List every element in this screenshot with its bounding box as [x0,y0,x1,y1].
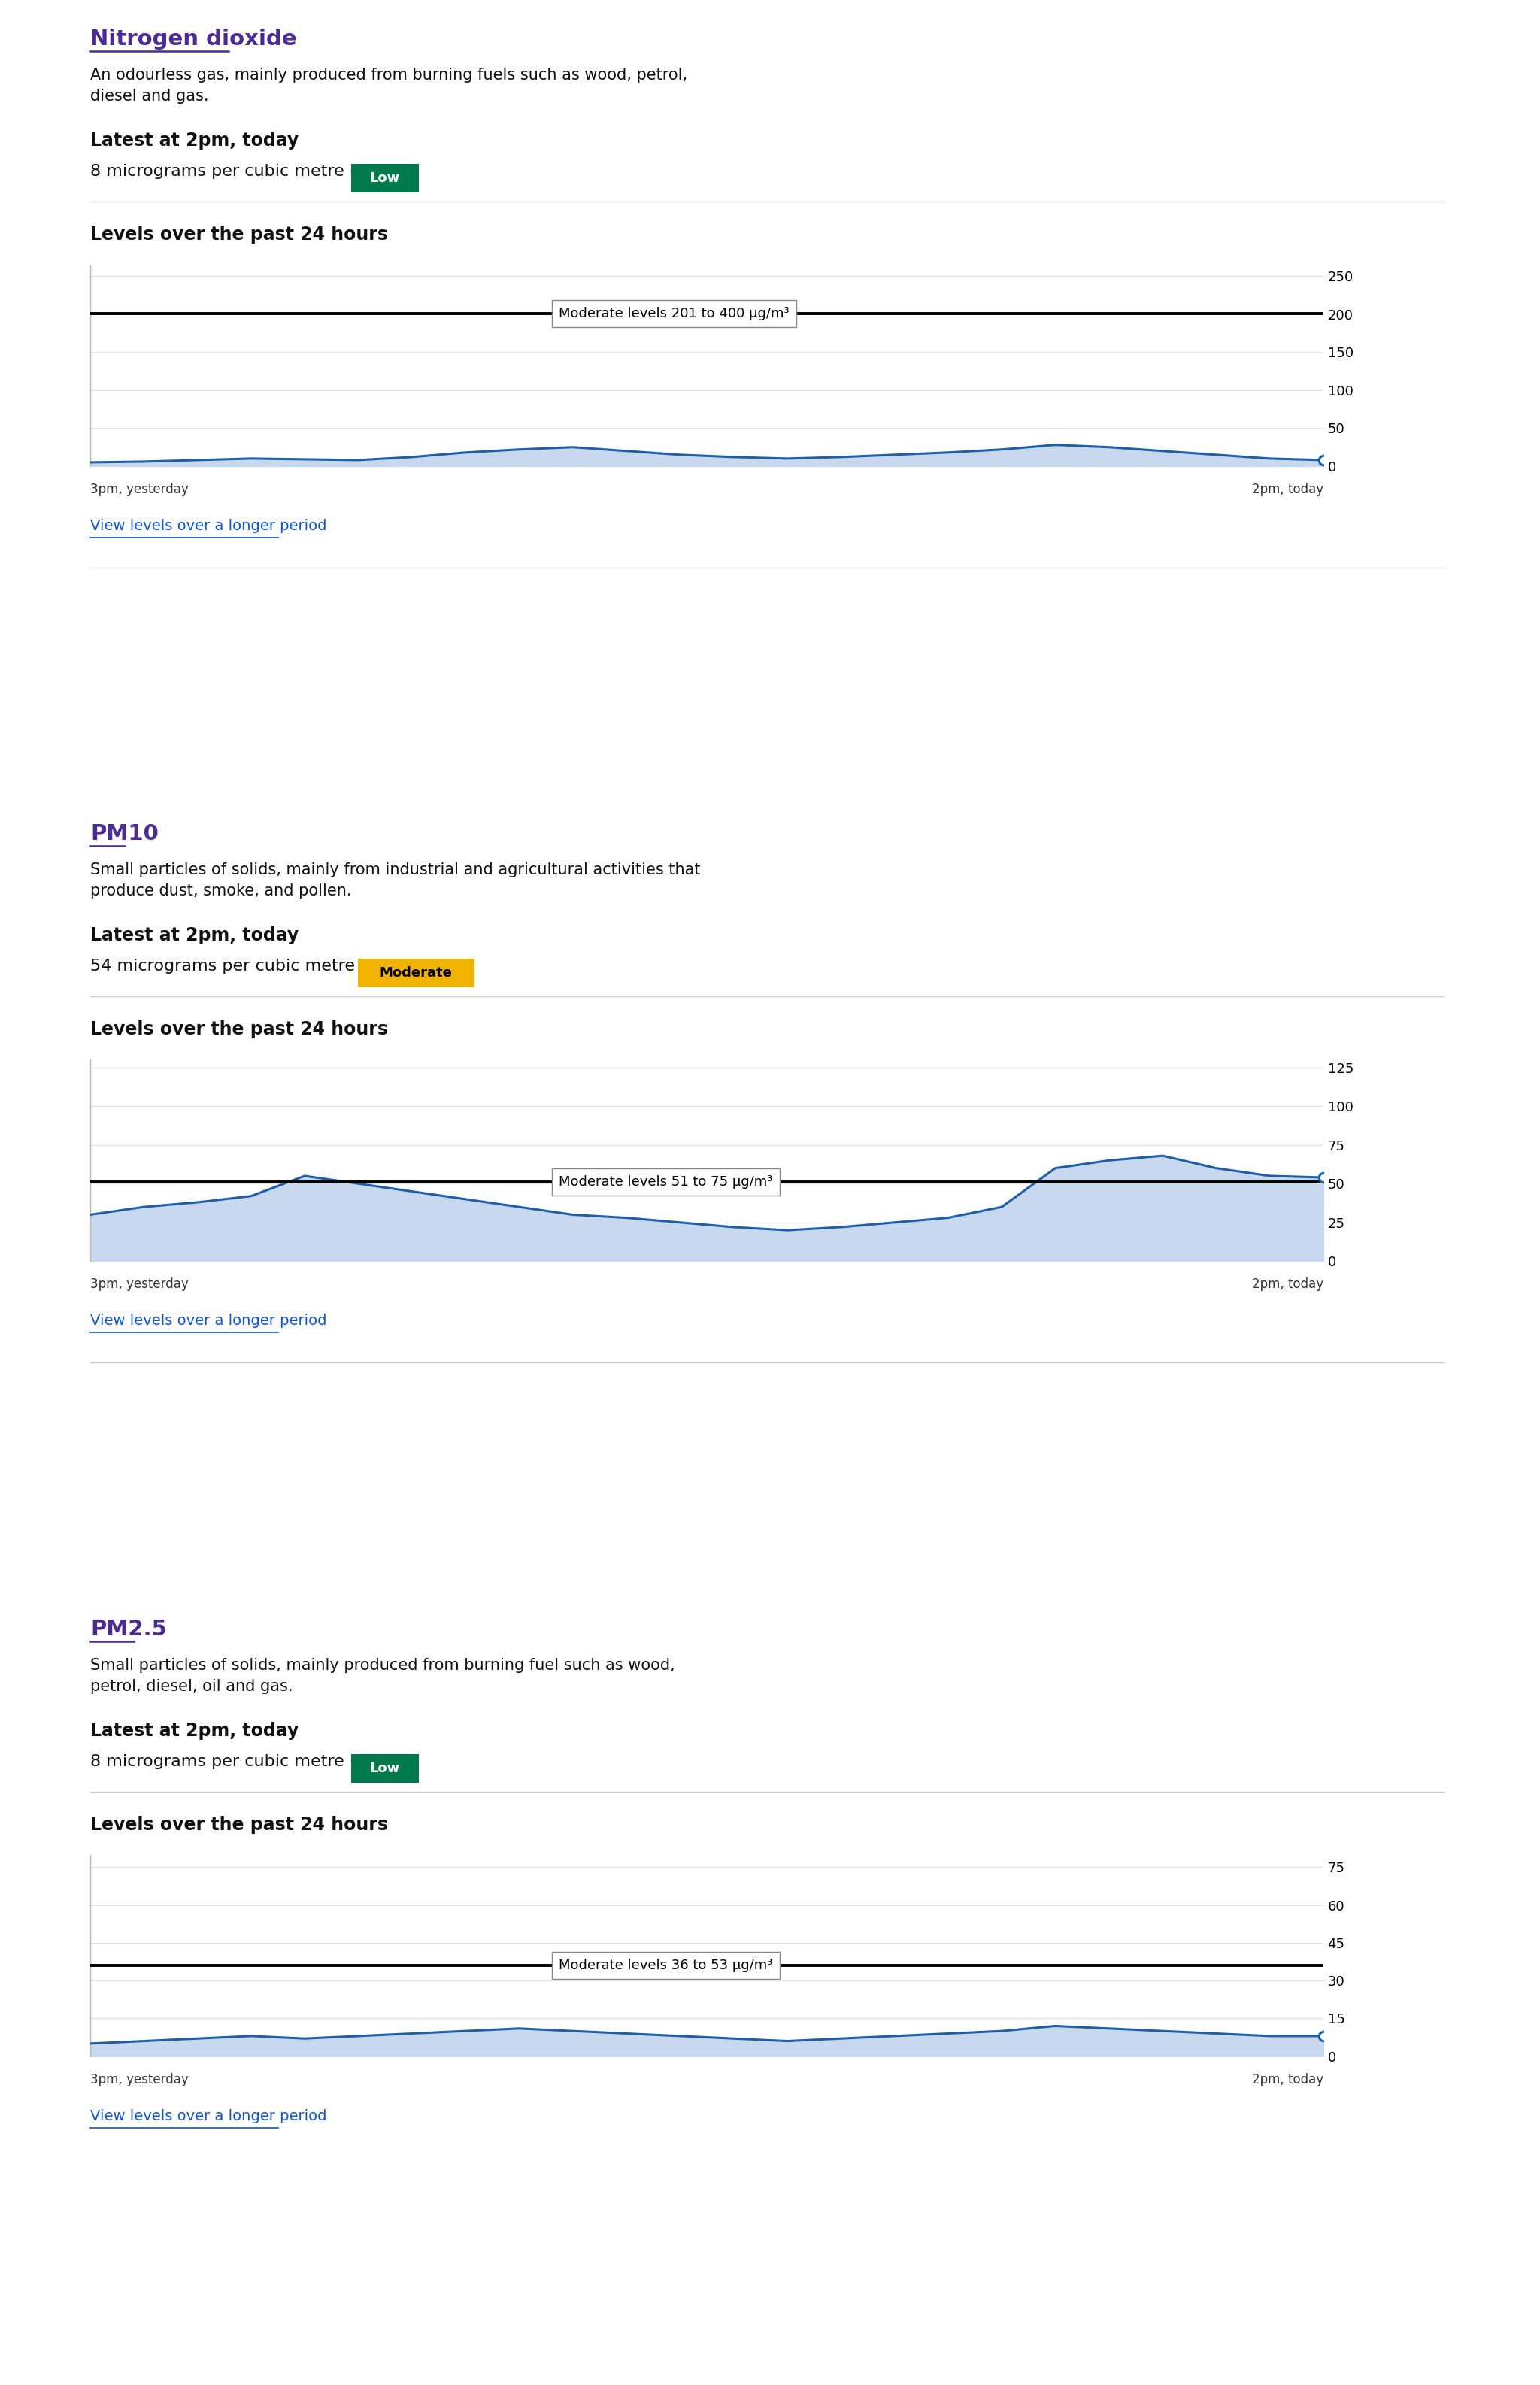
Text: Levels over the past 24 hours: Levels over the past 24 hours [91,1021,388,1037]
Text: View levels over a longer period: View levels over a longer period [91,520,326,534]
Text: 3pm, yesterday: 3pm, yesterday [91,482,188,496]
Text: Low: Low [370,172,400,186]
Text: Small particles of solids, mainly produced from burning fuel such as wood,
petro: Small particles of solids, mainly produc… [91,1658,675,1693]
Text: Levels over the past 24 hours: Levels over the past 24 hours [91,1815,388,1834]
Text: Low: Low [370,1763,400,1774]
Text: Moderate: Moderate [379,966,453,980]
Text: An odourless gas, mainly produced from burning fuels such as wood, petrol,
diese: An odourless gas, mainly produced from b… [91,67,687,105]
Text: 2pm, today: 2pm, today [1252,482,1323,496]
Text: Moderate levels 201 to 400 μg/m³: Moderate levels 201 to 400 μg/m³ [559,308,790,320]
Text: View levels over a longer period: View levels over a longer period [91,2108,326,2123]
Text: Latest at 2pm, today: Latest at 2pm, today [91,928,299,944]
Text: Latest at 2pm, today: Latest at 2pm, today [91,1722,299,1739]
Text: 3pm, yesterday: 3pm, yesterday [91,1278,188,1290]
Text: PM10: PM10 [91,823,159,844]
Text: 3pm, yesterday: 3pm, yesterday [91,2073,188,2087]
Text: 54 micrograms per cubic metre (μg/m³): 54 micrograms per cubic metre (μg/m³) [91,959,424,973]
Text: View levels over a longer period: View levels over a longer period [91,1314,326,1328]
Text: PM2.5: PM2.5 [91,1619,166,1638]
Text: Moderate levels 51 to 75 μg/m³: Moderate levels 51 to 75 μg/m³ [559,1176,773,1188]
Text: 8 micrograms per cubic metre (μg/m³): 8 micrograms per cubic metre (μg/m³) [91,1753,413,1770]
Text: 8 micrograms per cubic metre (μg/m³): 8 micrograms per cubic metre (μg/m³) [91,165,413,179]
Text: 2pm, today: 2pm, today [1252,1278,1323,1290]
Text: Levels over the past 24 hours: Levels over the past 24 hours [91,227,388,243]
Text: Small particles of solids, mainly from industrial and agricultural activities th: Small particles of solids, mainly from i… [91,863,701,899]
Text: Latest at 2pm, today: Latest at 2pm, today [91,131,299,150]
Text: Nitrogen dioxide: Nitrogen dioxide [91,29,297,50]
Text: 2pm, today: 2pm, today [1252,2073,1323,2087]
Text: Moderate levels 36 to 53 μg/m³: Moderate levels 36 to 53 μg/m³ [559,1958,773,1972]
